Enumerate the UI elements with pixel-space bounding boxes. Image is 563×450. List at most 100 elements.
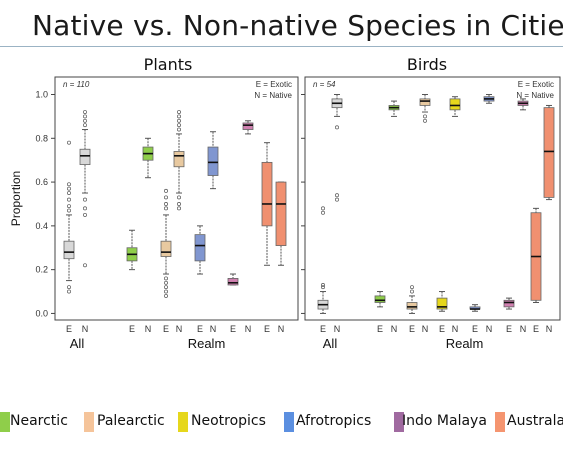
box-indo-malaya-n (242, 120, 254, 135)
outlier-point (67, 204, 71, 209)
box-australasia-n (543, 104, 555, 201)
legend-swatch (394, 412, 404, 432)
box-afrotropics-e (194, 225, 206, 275)
x-tick-label: N (334, 324, 341, 334)
box-neotropics-n (449, 96, 461, 117)
legend-label: Afrotropics (296, 413, 372, 429)
legend-swatch (84, 412, 94, 432)
outlier-point (410, 289, 414, 294)
outlier-point (321, 283, 325, 287)
outlier-point (67, 285, 71, 290)
plot-frame (54, 76, 299, 321)
outlier-point (321, 206, 325, 211)
x-tick-label: N (245, 324, 252, 334)
box-afrotropics-n (483, 94, 495, 104)
outlier-point (164, 202, 168, 206)
sample-size-label: n = 110 (63, 80, 90, 89)
x-tick-label: E (66, 324, 72, 334)
box-nearctic-n (388, 100, 400, 117)
legend-label: Nearctic (10, 413, 68, 429)
outlier-point (164, 206, 168, 211)
x-tick-label: E (197, 324, 203, 334)
outlier-point (177, 118, 181, 123)
x-tick-label: E (230, 324, 236, 334)
box-nearctic-n (142, 137, 154, 179)
outlier-point (164, 276, 168, 281)
x-tick-label: E (409, 324, 415, 334)
outlier-point (83, 206, 87, 211)
slide-title: Native vs. Non-native Species in Cities (32, 9, 563, 42)
sample-size-label: n = 54 (313, 80, 336, 89)
outlier-point (335, 125, 339, 130)
box-body (242, 122, 254, 130)
x-tick-label: E (320, 324, 326, 334)
outlier-point (67, 289, 71, 294)
x-tick-label: N (176, 324, 183, 334)
outlier-point (67, 186, 71, 191)
box-all-n (79, 110, 91, 268)
outlier-point (321, 285, 325, 290)
group-label-all: All (70, 336, 85, 351)
box-australasia-e (530, 207, 542, 303)
outlier-point (177, 114, 181, 119)
box-body (173, 151, 185, 168)
group-label-realm: Realm (446, 336, 484, 351)
outlier-point (321, 210, 325, 215)
box-body (194, 234, 206, 262)
y-tick-label: 0.0 (35, 308, 48, 318)
x-tick-label: E (439, 324, 445, 334)
box-body (63, 240, 75, 260)
outlier-point (177, 127, 181, 132)
group-label-all: All (323, 336, 338, 351)
box-palearctic-e (160, 188, 172, 298)
box-indo-malaya-e (503, 297, 515, 310)
box-indo-malaya-n (517, 98, 529, 111)
x-tick-label: N (520, 324, 527, 334)
y-tick-label: 0.4 (35, 221, 48, 231)
x-tick-label: N (82, 324, 89, 334)
outlier-point (164, 293, 168, 298)
x-tick-label: N (278, 324, 285, 334)
box-body (503, 299, 515, 308)
box-body (79, 148, 91, 165)
legend-swatch (495, 412, 505, 432)
x-tick-label: N (391, 324, 398, 334)
outlier-point (83, 212, 87, 217)
box-neotropics-e (436, 291, 448, 312)
legend: Nearctic Palearctic Neotropics Afrotropics I… (0, 410, 563, 436)
key-text: E = Exotic (518, 80, 554, 89)
x-tick-label: E (129, 324, 135, 334)
outlier-point (335, 193, 339, 198)
outlier-point (164, 188, 168, 193)
box-palearctic-n (173, 110, 185, 211)
box-body (374, 295, 386, 303)
key-text: E = Exotic (256, 80, 292, 89)
x-tick-label: N (422, 324, 429, 334)
box-body (436, 297, 448, 310)
box-nearctic-e (126, 229, 138, 271)
x-tick-label: N (210, 324, 217, 334)
box-afrotropics-n (207, 131, 219, 190)
outlier-point (177, 202, 181, 206)
y-tick-label: 1.0 (35, 90, 48, 100)
panel-plants: Plants 0.0 0.2 0.4 0.6 0.8 1.0 Proportion n = 11… (9, 55, 299, 351)
box-body (275, 181, 287, 246)
box-afrotropics-e (469, 304, 481, 312)
legend-swatch (178, 412, 188, 432)
outlier-point (67, 197, 71, 202)
outlier-point (423, 118, 427, 123)
x-tick-label: N (486, 324, 493, 334)
box-nearctic-e (374, 291, 386, 308)
legend-swatch (284, 412, 294, 432)
box-body (449, 98, 461, 111)
x-tick-label: E (264, 324, 270, 334)
legend-label: Indo Malaya (402, 413, 487, 429)
outlier-point (335, 197, 339, 202)
outlier-point (83, 114, 87, 119)
box-australasia-n (275, 181, 287, 266)
key-text: N = Native (516, 91, 554, 100)
outlier-point (67, 182, 71, 187)
y-tick-label: 0.6 (35, 177, 48, 187)
title-divider (0, 46, 563, 47)
